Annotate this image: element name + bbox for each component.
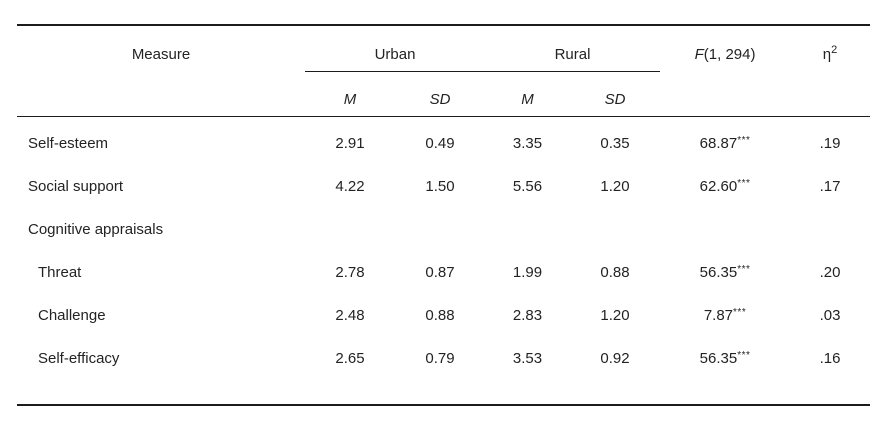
cell-eta-squared: .16 <box>819 350 841 367</box>
section-label: Cognitive appraisals <box>28 221 164 238</box>
empty-header-cell <box>660 71 791 117</box>
column-header-rural: Rural <box>485 26 661 72</box>
f-value: 56.35 <box>699 264 738 281</box>
f-value: 56.35 <box>699 350 738 367</box>
significance-stars: *** <box>733 307 747 318</box>
cell-f-value <box>660 202 790 245</box>
statistics-table: Measure Urban Rural F(1, 294) η2 M SD M … <box>17 26 871 404</box>
cell-f-value: 62.60*** <box>660 159 790 202</box>
cell-rural-m <box>485 202 570 245</box>
measure-label: Threat <box>38 264 82 281</box>
eta-symbol: η <box>822 46 832 63</box>
cell-urban-sd: 0.87 <box>425 264 455 281</box>
empty-header-cell <box>17 71 305 117</box>
column-header-eta-squared: η2 <box>790 26 870 71</box>
bottom-spacer-row <box>17 374 870 404</box>
table-row: Self-efficacy 2.65 0.79 3.53 0.92 56.35*… <box>17 331 870 374</box>
header-group-row: Measure Urban Rural F(1, 294) η2 <box>17 26 870 72</box>
f-value: 62.60 <box>699 178 738 195</box>
header-sub-row: M SD M SD <box>17 71 871 117</box>
cell-eta-squared: .19 <box>819 135 841 153</box>
cell-rural-sd: 1.20 <box>600 307 630 324</box>
measure-label: Challenge <box>38 307 106 324</box>
anova-results-table: Measure Urban Rural F(1, 294) η2 M SD M … <box>17 24 871 406</box>
significance-stars: *** <box>737 264 751 275</box>
cell-rural-sd <box>570 202 660 245</box>
column-header-urban-m: M <box>305 71 395 117</box>
cell-rural-m: 3.35 <box>512 135 543 153</box>
cell-urban-sd <box>395 202 485 245</box>
table-row-section: Cognitive appraisals <box>17 202 870 245</box>
measure-label: Self-efficacy <box>38 350 120 367</box>
f-symbol: F <box>694 46 704 63</box>
cell-f-value: 56.35*** <box>660 331 790 374</box>
cell-urban-m: 4.22 <box>335 178 365 195</box>
table-row: Self-esteem 2.91 0.49 3.35 0.35 68.87***… <box>17 116 870 159</box>
cell-eta-squared <box>790 202 870 245</box>
f-value: 68.87 <box>699 135 738 153</box>
cell-urban-sd: 1.50 <box>425 178 455 195</box>
empty-header-cell <box>790 71 871 117</box>
column-header-rural-m: M <box>485 71 571 117</box>
cell-urban-m: 2.65 <box>335 350 365 367</box>
cell-urban-sd: 0.79 <box>425 350 455 367</box>
cell-urban-sd: 0.49 <box>425 135 455 153</box>
cell-eta-squared: .03 <box>819 307 841 324</box>
significance-stars: *** <box>737 350 751 361</box>
significance-stars: *** <box>737 178 751 189</box>
cell-urban-m: 2.48 <box>335 307 365 324</box>
cell-rural-sd: 0.92 <box>600 350 630 367</box>
cell-rural-sd: 0.35 <box>600 135 630 153</box>
cell-f-value: 56.35*** <box>660 245 790 288</box>
measure-label: Self-esteem <box>28 135 109 153</box>
cell-rural-m: 3.53 <box>512 350 543 367</box>
cell-rural-m: 2.83 <box>512 307 543 324</box>
cell-urban-m: 2.78 <box>335 264 365 281</box>
table-row: Threat 2.78 0.87 1.99 0.88 56.35*** .20 <box>17 245 870 288</box>
table-row: Challenge 2.48 0.88 2.83 1.20 7.87*** .0… <box>17 288 870 331</box>
cell-rural-sd: 1.20 <box>600 178 630 195</box>
spacer-cell <box>17 374 870 404</box>
column-header-measure: Measure <box>131 46 191 63</box>
column-header-urban-sd: SD <box>395 71 486 117</box>
cell-rural-m: 5.56 <box>512 178 543 195</box>
cell-rural-sd: 0.88 <box>600 264 630 281</box>
table-row: Social support 4.22 1.50 5.56 1.20 62.60… <box>17 159 870 202</box>
column-header-f-statistic: F(1, 294) <box>660 26 790 71</box>
cell-rural-m: 1.99 <box>512 264 543 281</box>
measure-label: Social support <box>28 178 124 195</box>
eta-exponent: 2 <box>831 44 838 56</box>
cell-urban-sd: 0.88 <box>425 307 455 324</box>
column-header-urban: Urban <box>305 26 486 72</box>
cell-eta-squared: .20 <box>819 264 841 281</box>
cell-urban-m: 2.91 <box>335 135 365 153</box>
cell-urban-m <box>305 202 395 245</box>
f-value: 7.87 <box>703 307 734 324</box>
column-header-rural-sd: SD <box>570 71 661 117</box>
significance-stars: *** <box>737 135 751 147</box>
cell-f-value: 7.87*** <box>660 288 790 331</box>
f-df: (1, 294) <box>703 46 756 63</box>
cell-eta-squared: .17 <box>819 178 841 195</box>
cell-f-value: 68.87*** <box>660 116 790 159</box>
